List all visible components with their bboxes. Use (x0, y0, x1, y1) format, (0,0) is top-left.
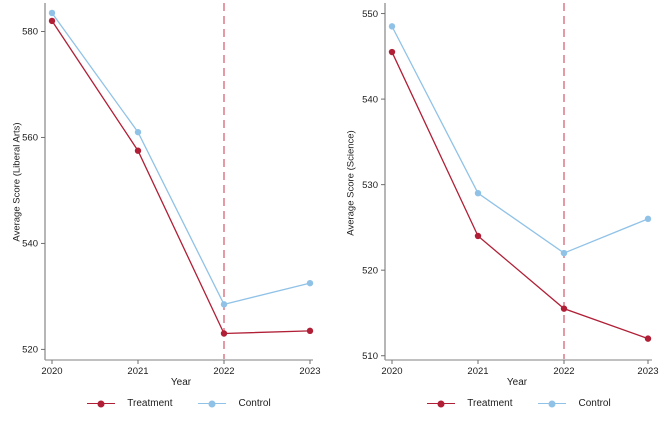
legend-item-control: Control (198, 398, 271, 409)
legend-right: Treatment Control (385, 398, 653, 409)
control-line-marker-icon (538, 399, 567, 408)
svg-text:2021: 2021 (467, 366, 488, 377)
panel-science: 510 520 530 540 550 2020 2021 2022 2023 Average … (330, 0, 660, 421)
legend-item-treatment: Treatment (87, 398, 172, 409)
plot-svg-liberal-arts: 520 540 560 580 2020 2021 2022 2023 (22, 3, 321, 377)
legend-item-control: Control (538, 398, 611, 409)
legend-label-control: Control (238, 398, 271, 409)
svg-text:2022: 2022 (553, 366, 574, 377)
x-axis-label-right: Year (506, 377, 528, 388)
panel-liberal-arts: 520 540 560 580 2020 2021 2022 2023 Average Sco… (11, 3, 321, 409)
plot-svg-science: 510 520 530 540 550 2020 2021 2022 2023 (362, 3, 659, 377)
legend-label-treatment: Treatment (467, 398, 513, 409)
legend-label-control: Control (578, 398, 611, 409)
svg-text:550: 550 (362, 9, 378, 20)
x-axis-label-left: Year (170, 377, 192, 388)
y-axis-label-science: Average Score (Science) (345, 130, 357, 236)
svg-text:510: 510 (362, 351, 378, 362)
svg-text:560: 560 (22, 133, 38, 144)
y-axis-label-liberal-arts: Average Score (Liberal Arts) (11, 122, 23, 242)
svg-text:520: 520 (22, 345, 38, 356)
svg-text:530: 530 (362, 180, 378, 191)
legend-label-treatment: Treatment (127, 398, 173, 409)
control-line-marker-icon (198, 399, 227, 408)
svg-text:2022: 2022 (213, 366, 234, 377)
svg-text:520: 520 (362, 265, 378, 276)
svg-text:540: 540 (362, 94, 378, 105)
svg-text:2023: 2023 (637, 366, 658, 377)
svg-text:2020: 2020 (381, 366, 402, 377)
svg-text:2021: 2021 (127, 366, 148, 377)
svg-text:580: 580 (22, 27, 38, 38)
treatment-line-marker-icon (427, 399, 456, 408)
svg-text:540: 540 (22, 239, 38, 250)
treatment-line-marker-icon (87, 399, 116, 408)
legend-item-treatment: Treatment (427, 398, 512, 409)
svg-text:2023: 2023 (299, 366, 320, 377)
legend-left: Treatment Control (45, 398, 313, 409)
svg-text:2020: 2020 (41, 366, 62, 377)
